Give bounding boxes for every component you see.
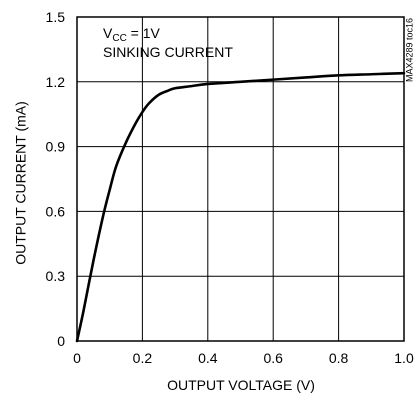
y-axis-label: OUTPUT CURRENT (mA)	[13, 101, 29, 265]
y-tick-label: 1.2	[46, 74, 66, 90]
x-tick-label: 0.6	[263, 350, 283, 366]
x-tick-labels: 0 0.2 0.4 0.6 0.8 1.0	[73, 350, 414, 366]
y-tick-label: 0.3	[46, 268, 66, 284]
x-tick-label: 0.8	[329, 350, 349, 366]
figure-id: MAX4289 toc16	[404, 18, 414, 82]
x-tick-label: 0	[73, 350, 81, 366]
y-tick-label: 1.5	[46, 9, 66, 25]
y-tick-label: 0.6	[46, 203, 66, 219]
annotation-sinking-current: SINKING CURRENT	[103, 44, 233, 60]
x-axis-label: OUTPUT VOLTAGE (V)	[167, 377, 315, 393]
x-tick-label: 0.4	[198, 350, 218, 366]
annotation-vcc: VCC = 1V	[103, 25, 161, 44]
series-line-sinking-current	[75, 71, 406, 343]
x-tick-label: 0.2	[133, 350, 153, 366]
x-tick-label: 1.0	[394, 350, 414, 366]
y-tick-label: 0.9	[46, 139, 66, 155]
plot-frame	[76, 16, 405, 342]
grid-lines	[77, 17, 404, 341]
y-tick-labels: 0 0.3 0.6 0.9 1.2 1.5	[46, 9, 66, 349]
y-tick-label: 0	[57, 333, 65, 349]
